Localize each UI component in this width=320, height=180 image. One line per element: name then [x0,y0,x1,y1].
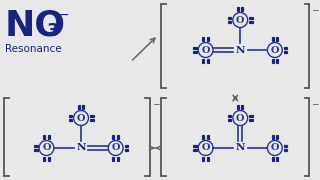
Text: −: − [57,8,69,22]
Text: −: − [152,99,160,108]
Text: 3: 3 [46,22,59,40]
Text: Resonance: Resonance [5,44,61,54]
Text: O: O [42,143,51,152]
Text: NO: NO [5,8,66,42]
Text: N: N [76,143,86,152]
Text: O: O [236,114,244,123]
Text: O: O [111,143,120,152]
Text: O: O [271,46,279,55]
Text: −: − [311,5,319,14]
Text: −: − [311,99,319,108]
Text: O: O [202,143,210,152]
Text: O: O [271,143,279,152]
Text: O: O [236,15,244,24]
Text: O: O [77,114,85,123]
Text: O: O [202,46,210,55]
Text: N: N [236,46,245,55]
Text: N: N [236,143,245,152]
